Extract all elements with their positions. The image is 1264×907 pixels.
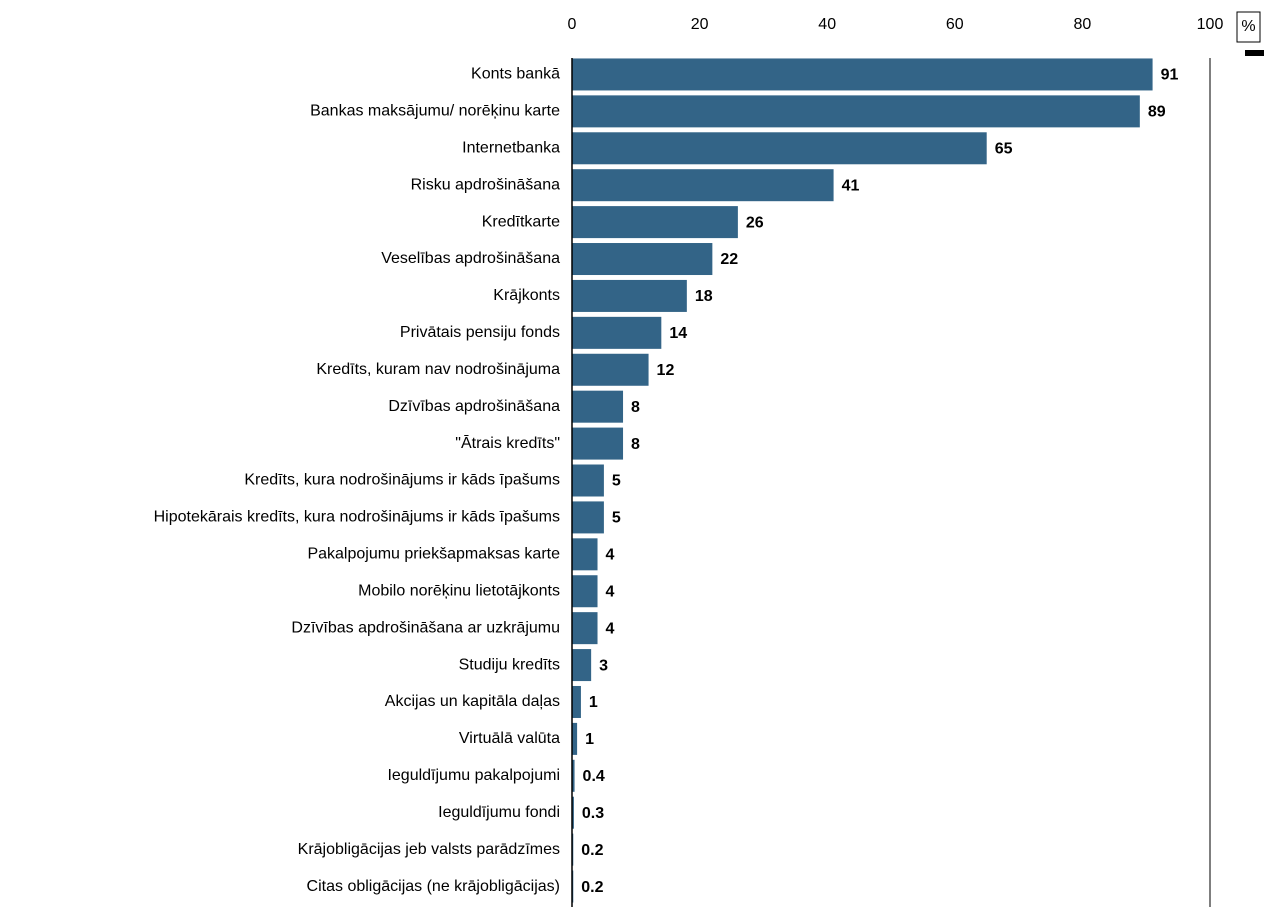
unit-label: % <box>1241 18 1255 35</box>
bar <box>572 464 604 497</box>
value-label: 41 <box>842 177 860 194</box>
x-tick-label: 20 <box>691 16 709 33</box>
category-label: Risku apdrošināšana <box>411 176 561 193</box>
category-label: Konts bankā <box>471 66 560 83</box>
bar <box>572 206 738 239</box>
category-label: Kredītkarte <box>482 213 560 230</box>
category-label: Krājkonts <box>493 287 560 304</box>
value-label: 12 <box>657 362 675 379</box>
value-label: 1 <box>589 694 598 711</box>
bar <box>572 612 598 645</box>
bar <box>572 58 1153 91</box>
category-label: Bankas maksājumu/ norēķinu karte <box>310 103 560 120</box>
category-label: Hipotekārais kredīts, kura nodrošinājums… <box>154 509 560 526</box>
bar <box>572 649 592 682</box>
category-label: Veselības apdrošināšana <box>381 250 560 267</box>
bar <box>572 685 581 718</box>
value-label: 0.3 <box>582 805 604 822</box>
x-tick-label: 80 <box>1074 16 1092 33</box>
value-label: 0.2 <box>581 842 603 859</box>
value-label: 0.2 <box>581 879 603 896</box>
unit-box <box>1236 11 1261 43</box>
bar <box>572 132 987 165</box>
bar <box>572 279 687 312</box>
bar <box>572 390 624 423</box>
x-tick-label: 60 <box>946 16 964 33</box>
bar <box>572 759 575 792</box>
category-label: Krājobligācijas jeb valsts parādzīmes <box>298 841 560 858</box>
bar <box>572 538 598 571</box>
unit-marker <box>1245 50 1264 56</box>
bar <box>572 95 1140 128</box>
category-label: Citas obligācijas (ne krājobligācijas) <box>307 878 560 895</box>
bar <box>572 243 713 276</box>
bar <box>572 722 578 755</box>
value-label: 65 <box>995 141 1013 158</box>
value-label: 89 <box>1148 104 1166 121</box>
bar <box>572 316 662 349</box>
bar <box>572 169 834 202</box>
x-tick-label: 100 <box>1197 16 1224 33</box>
value-label: 4 <box>606 620 615 637</box>
value-label: 14 <box>669 325 687 342</box>
value-label: 1 <box>585 731 594 748</box>
category-label: Kredīts, kura nodrošinājums ir kāds īpaš… <box>244 472 560 489</box>
bar <box>572 501 604 534</box>
x-tick-label: 40 <box>818 16 836 33</box>
value-label: 8 <box>631 399 640 416</box>
value-label: 26 <box>746 214 764 231</box>
bar <box>572 796 574 829</box>
value-label: 5 <box>612 473 621 490</box>
category-label: Kredīts, kuram nav nodrošinājuma <box>316 361 560 378</box>
value-label: 5 <box>612 510 621 527</box>
category-label: Ieguldījumu fondi <box>438 804 560 821</box>
category-label: Dzīvības apdrošināšana <box>388 398 560 415</box>
category-label: Pakalpojumu priekšapmaksas karte <box>307 546 560 563</box>
category-label: Dzīvības apdrošināšana ar uzkrājumu <box>291 619 560 636</box>
value-label: 22 <box>720 251 738 268</box>
bar <box>572 427 624 460</box>
value-label: 91 <box>1161 67 1179 84</box>
value-label: 8 <box>631 436 640 453</box>
value-label: 4 <box>606 547 615 564</box>
bar <box>572 575 598 608</box>
category-label: Studiju kredīts <box>459 656 560 673</box>
value-label: 3 <box>599 657 608 674</box>
category-label: Ieguldījumu pakalpojumi <box>387 767 560 784</box>
value-label: 0.4 <box>583 768 605 785</box>
category-label: Internetbanka <box>462 140 560 157</box>
value-label: 4 <box>606 583 615 600</box>
category-label: Mobilo norēķinu lietotājkonts <box>358 582 560 599</box>
x-tick-label: 0 <box>568 16 577 33</box>
category-label: Privātais pensiju fonds <box>400 324 560 341</box>
category-label: Akcijas un kapitāla daļas <box>385 693 560 710</box>
category-label: "Ātrais kredīts" <box>455 434 560 452</box>
category-label: Virtuālā valūta <box>459 730 560 747</box>
value-label: 18 <box>695 288 713 305</box>
bar <box>572 353 649 386</box>
